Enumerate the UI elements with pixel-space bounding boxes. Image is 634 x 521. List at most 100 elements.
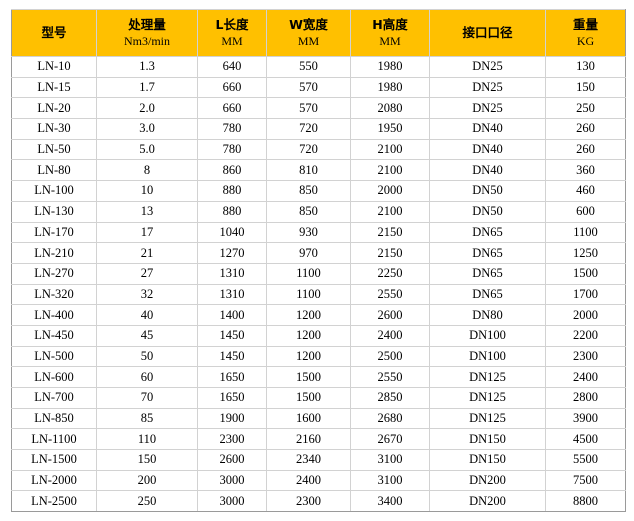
cell-flow: 13 (96, 200, 198, 223)
cell-port: DN150 (429, 428, 546, 451)
cell-height: 2100 (350, 200, 430, 223)
table-row: LN-850 85 1900 1600 2680 DN125 3900 (11, 407, 626, 430)
cell-model: LN-80 (11, 159, 97, 182)
cell-flow: 17 (96, 221, 198, 244)
column-header-unit-weight: KG (576, 34, 595, 49)
cell-weight: 4500 (545, 428, 626, 451)
cell-length: 660 (197, 76, 267, 99)
cell-height: 2550 (350, 366, 430, 388)
cell-flow: 200 (96, 469, 198, 492)
cell-width: 1500 (266, 387, 351, 409)
cell-length: 1400 (197, 304, 267, 326)
cell-length: 1270 (197, 242, 267, 264)
table-row: LN-20 2.0 660 570 2080 DN25 250 (11, 97, 626, 120)
cell-length: 1310 (197, 262, 267, 285)
table-row: LN-400 40 1400 1200 2600 DN80 2000 (11, 304, 626, 326)
column-header-title-length: L长度 (215, 16, 249, 32)
cell-model: LN-2000 (11, 469, 97, 492)
cell-weight: 2200 (545, 324, 626, 347)
column-header-title-height: H高度 (372, 16, 408, 32)
cell-flow: 1.3 (96, 56, 198, 78)
cell-model: LN-320 (11, 283, 97, 306)
cell-weight: 3900 (545, 407, 626, 430)
table-row: LN-2500 250 3000 2300 3400 DN200 8800 (11, 490, 626, 513)
column-header-unit-height: MM (379, 34, 401, 49)
column-header-height: H高度 MM (350, 9, 430, 57)
cell-width: 1200 (266, 345, 351, 368)
cell-height: 2600 (350, 304, 430, 326)
cell-flow: 5.0 (96, 138, 198, 161)
cell-model: LN-30 (11, 118, 97, 140)
cell-width: 720 (266, 118, 351, 140)
column-header-width: W宽度 MM (266, 9, 351, 57)
cell-weight: 150 (545, 76, 626, 99)
cell-port: DN200 (429, 490, 546, 513)
cell-flow: 60 (96, 366, 198, 388)
cell-flow: 40 (96, 304, 198, 326)
cell-flow: 70 (96, 387, 198, 409)
cell-port: DN50 (429, 200, 546, 223)
column-header-unit-length: MM (221, 34, 243, 49)
cell-flow: 110 (96, 428, 198, 451)
cell-weight: 600 (545, 200, 626, 223)
cell-port: DN65 (429, 283, 546, 306)
cell-weight: 260 (545, 118, 626, 140)
cell-length: 2600 (197, 449, 267, 471)
column-header-weight: 重量 KG (545, 9, 626, 57)
cell-flow: 32 (96, 283, 198, 306)
column-header-title-width: W宽度 (289, 16, 328, 32)
cell-weight: 1500 (545, 262, 626, 285)
cell-weight: 360 (545, 159, 626, 182)
cell-flow: 150 (96, 449, 198, 471)
cell-flow: 2.0 (96, 97, 198, 120)
cell-weight: 260 (545, 138, 626, 161)
column-header-flow: 处理量 Nm3/min (96, 9, 198, 57)
cell-flow: 1.7 (96, 76, 198, 99)
cell-height: 2680 (350, 407, 430, 430)
specification-table: 型号 处理量 Nm3/min L长度 MM W宽度 MM H高度 MM 接口口径 重量 KG LN-1… (11, 9, 626, 513)
cell-flow: 250 (96, 490, 198, 513)
cell-model: LN-130 (11, 200, 97, 223)
cell-width: 1600 (266, 407, 351, 430)
column-header-unit-width: MM (297, 34, 320, 49)
cell-length: 1310 (197, 283, 267, 306)
cell-width: 2300 (266, 490, 351, 513)
cell-length: 1900 (197, 407, 267, 430)
cell-height: 2670 (350, 428, 430, 451)
table-row: LN-1100 110 2300 2160 2670 DN150 4500 (11, 428, 626, 451)
cell-weight: 1250 (545, 242, 626, 264)
cell-weight: 2300 (545, 345, 626, 368)
cell-port: DN150 (429, 449, 546, 471)
cell-width: 850 (266, 180, 351, 202)
cell-height: 2500 (350, 345, 430, 368)
cell-port: DN200 (429, 469, 546, 492)
cell-flow: 21 (96, 242, 198, 264)
table-row: LN-80 8 860 810 2100 DN40 360 (11, 159, 626, 182)
cell-height: 3100 (350, 449, 430, 471)
table-row: LN-10 1.3 640 550 1980 DN25 130 (11, 56, 626, 78)
column-header-title-flow: 处理量 (128, 16, 166, 32)
table-row: LN-270 27 1310 1100 2250 DN65 1500 (11, 262, 626, 285)
cell-width: 1200 (266, 324, 351, 347)
cell-length: 2300 (197, 428, 267, 451)
cell-height: 1980 (350, 76, 430, 99)
cell-height: 2250 (350, 262, 430, 285)
cell-port: DN125 (429, 387, 546, 409)
cell-width: 1100 (266, 283, 351, 306)
cell-port: DN25 (429, 56, 546, 78)
cell-height: 2000 (350, 180, 430, 202)
table-row: LN-15 1.7 660 570 1980 DN25 150 (11, 76, 626, 99)
cell-weight: 250 (545, 97, 626, 120)
cell-port: DN40 (429, 138, 546, 161)
cell-length: 780 (197, 118, 267, 140)
cell-height: 2150 (350, 221, 430, 244)
cell-model: LN-210 (11, 242, 97, 264)
cell-flow: 10 (96, 180, 198, 202)
table-row: LN-50 5.0 780 720 2100 DN40 260 (11, 138, 626, 161)
cell-height: 2550 (350, 283, 430, 306)
cell-model: LN-2500 (11, 490, 97, 513)
cell-height: 1950 (350, 118, 430, 140)
table-row: LN-500 50 1450 1200 2500 DN100 2300 (11, 345, 626, 368)
cell-port: DN40 (429, 118, 546, 140)
cell-width: 850 (266, 200, 351, 223)
